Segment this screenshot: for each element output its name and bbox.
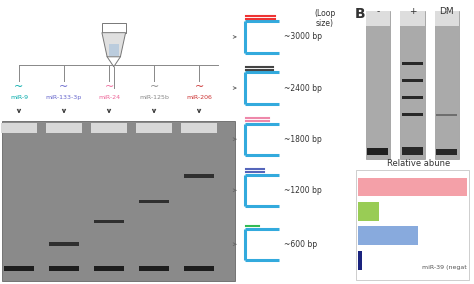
FancyBboxPatch shape (367, 148, 388, 155)
FancyBboxPatch shape (402, 62, 423, 65)
FancyBboxPatch shape (357, 178, 467, 196)
FancyBboxPatch shape (400, 11, 425, 26)
FancyBboxPatch shape (435, 11, 459, 159)
Text: miR-9: miR-9 (10, 95, 28, 101)
Text: (Loop
size): (Loop size) (314, 9, 335, 28)
Text: DM: DM (439, 7, 454, 16)
FancyBboxPatch shape (435, 11, 459, 26)
Text: miR-39 (negat: miR-39 (negat (422, 265, 466, 270)
Text: B: B (355, 7, 365, 21)
FancyBboxPatch shape (184, 266, 215, 271)
Text: ~: ~ (59, 82, 69, 92)
FancyBboxPatch shape (365, 11, 390, 159)
FancyBboxPatch shape (437, 149, 457, 155)
FancyBboxPatch shape (402, 79, 423, 82)
FancyBboxPatch shape (137, 123, 172, 133)
Text: ~1800 bp: ~1800 bp (284, 135, 322, 144)
Text: miR-133-3p: miR-133-3p (46, 95, 82, 101)
Text: miR-125b: miR-125b (139, 95, 169, 101)
Text: +: + (409, 7, 416, 16)
FancyBboxPatch shape (4, 266, 35, 271)
FancyBboxPatch shape (91, 123, 127, 133)
FancyBboxPatch shape (94, 266, 124, 271)
FancyBboxPatch shape (138, 200, 170, 203)
Text: miR-24: miR-24 (98, 95, 120, 101)
FancyBboxPatch shape (402, 96, 423, 99)
FancyBboxPatch shape (402, 113, 423, 116)
Text: Relative abune: Relative abune (387, 158, 450, 168)
Polygon shape (102, 33, 126, 57)
FancyBboxPatch shape (46, 123, 82, 133)
FancyBboxPatch shape (400, 11, 425, 159)
FancyBboxPatch shape (357, 202, 380, 221)
FancyBboxPatch shape (138, 266, 170, 271)
Text: -: - (376, 7, 380, 16)
FancyBboxPatch shape (357, 251, 362, 270)
FancyBboxPatch shape (365, 11, 390, 26)
FancyBboxPatch shape (49, 242, 80, 246)
FancyBboxPatch shape (437, 114, 457, 116)
Text: ~: ~ (194, 82, 204, 92)
FancyBboxPatch shape (1, 123, 37, 133)
Text: miR-206: miR-206 (186, 95, 212, 101)
FancyBboxPatch shape (49, 266, 80, 271)
FancyBboxPatch shape (184, 174, 215, 178)
Text: ~: ~ (104, 82, 114, 92)
FancyBboxPatch shape (357, 226, 418, 245)
FancyBboxPatch shape (94, 220, 124, 223)
FancyBboxPatch shape (402, 147, 423, 155)
Text: ~2400 bp: ~2400 bp (284, 83, 322, 93)
Polygon shape (109, 44, 119, 56)
FancyBboxPatch shape (356, 170, 469, 280)
Text: ~600 bp: ~600 bp (284, 240, 317, 249)
FancyBboxPatch shape (2, 121, 235, 281)
Text: ~3000 bp: ~3000 bp (284, 32, 322, 41)
FancyBboxPatch shape (182, 123, 217, 133)
Text: ~: ~ (149, 82, 159, 92)
Text: ~1200 bp: ~1200 bp (284, 186, 322, 195)
Text: ~: ~ (14, 82, 24, 92)
